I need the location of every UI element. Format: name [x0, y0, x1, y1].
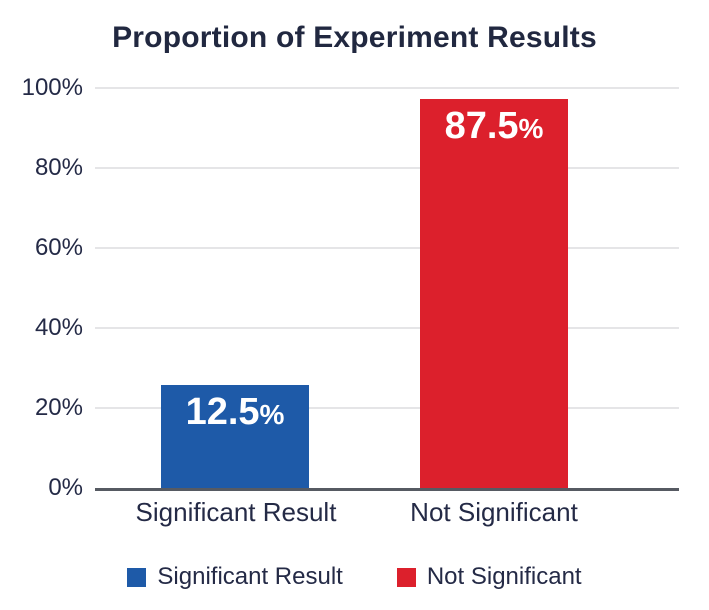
percent-sign: %	[518, 113, 544, 145]
bar-value-number: 87.5	[444, 105, 519, 148]
y-tick-label-60: 60%	[34, 234, 83, 261]
legend-label: Not Significant	[426, 563, 582, 590]
x-category-label-not-significant: Not Significant	[410, 497, 578, 527]
y-tick-label-0: 0%	[48, 474, 83, 501]
legend-item-not-significant: Not Significant	[396, 563, 582, 590]
x-category-label-significant-result: Significant Result	[135, 497, 337, 527]
gridline-100	[95, 87, 679, 89]
legend-item-significant-result: Significant Result	[127, 563, 343, 590]
bar-not-significant: 87.5%	[420, 99, 568, 488]
bar-value-label: 87.5%	[420, 99, 568, 145]
gridline-40	[95, 327, 679, 329]
legend-swatch-red-icon	[396, 567, 416, 587]
y-tick-label-20: 20%	[34, 394, 83, 421]
legend-swatch-blue-icon	[127, 567, 147, 587]
legend-label: Significant Result	[157, 563, 343, 590]
y-axis: 0% 20% 40% 60% 80% 100%	[0, 76, 83, 500]
y-tick-label-40: 40%	[34, 314, 83, 341]
chart-title: Proportion of Experiment Results	[112, 21, 597, 54]
plot-area: 12.5% 87.5%	[95, 87, 679, 491]
bar-value-number: 12.5	[185, 390, 260, 433]
percent-sign: %	[259, 398, 285, 430]
y-tick-label-100: 100%	[21, 74, 83, 101]
gridline-60	[95, 247, 679, 249]
gridline-80	[95, 167, 679, 169]
y-tick-label-80: 80%	[34, 154, 83, 181]
bar-significant-result: 12.5%	[161, 384, 309, 488]
gridline-20	[95, 407, 679, 409]
legend: Significant Result Not Significant	[0, 565, 709, 589]
bar-value-label: 12.5%	[161, 385, 309, 431]
